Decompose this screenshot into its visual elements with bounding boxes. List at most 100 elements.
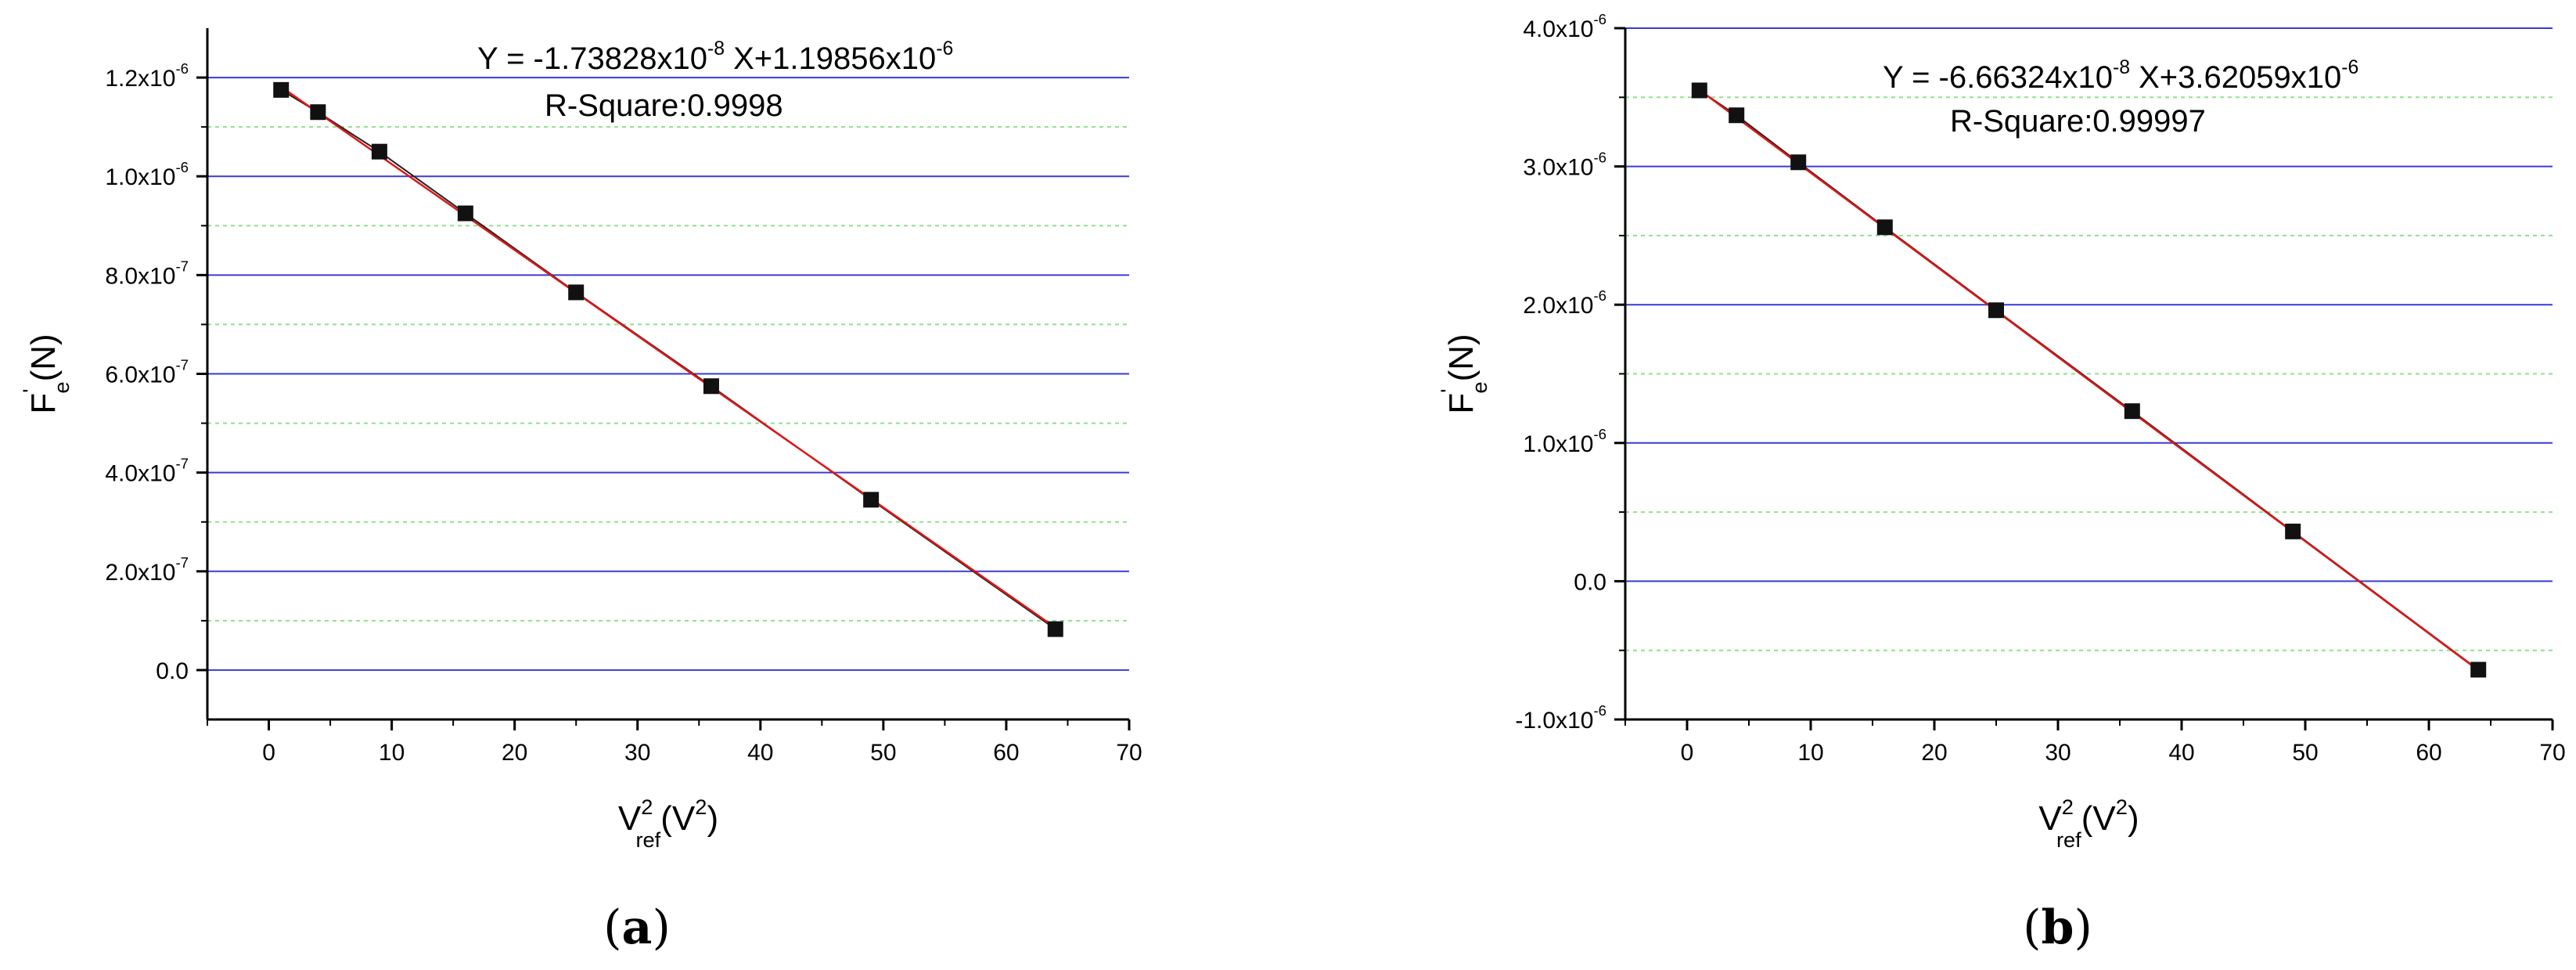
- data-point: [457, 205, 473, 222]
- x-axis-label: V2 ref(V2): [2038, 795, 2139, 852]
- y-axis-label-sup: ': [18, 389, 42, 393]
- y-tick-exponent: -6: [1593, 287, 1606, 304]
- fit-equation-part: Y = -6.66324x10: [1883, 60, 2113, 95]
- x-axis-label-unit-close: ): [707, 799, 718, 838]
- x-axis-label: V2 ref(V2): [618, 795, 718, 852]
- fit-line: [280, 85, 1056, 629]
- fit-equation-part: Y = -1.73828x10: [477, 41, 707, 76]
- panel-label: (b): [2023, 900, 2092, 955]
- y-tick-exponent: -7: [175, 258, 189, 274]
- y-tick-label: 1.0x10-6: [105, 159, 189, 190]
- x-axis-label-sup: 2: [2062, 795, 2074, 819]
- y-tick-exponent: -6: [175, 159, 189, 175]
- panel-label-paren: ): [2074, 900, 2092, 955]
- y-axis-label-base: F: [1442, 393, 1480, 414]
- data-point: [863, 492, 880, 508]
- x-axis-label-unit: (V: [2081, 799, 2117, 838]
- y-tick-label: 2.0x10-7: [105, 554, 189, 586]
- y-tick-label: 3.0x10-6: [1523, 150, 1606, 181]
- y-axis-label: F' e(N): [1436, 334, 1491, 413]
- chart-b: 0 10 20 30 40 50 60 70-1.0x10-60.01.0x10-62.0x1…: [1436, 11, 2566, 955]
- fit-equation-part: X+1.19856x10: [725, 41, 936, 76]
- x-tick-label: 40: [747, 740, 773, 766]
- minor-grid: [207, 126, 1129, 622]
- y-axis-label-base: F: [24, 393, 63, 414]
- fit-equation-exponent: -8: [2113, 57, 2130, 78]
- y-tick-label: -1.0x10-6: [1515, 702, 1606, 734]
- x-ticks: 0 10 20 30 40 50 60 70: [1624, 719, 2566, 766]
- x-tick-label: 70: [2539, 740, 2565, 766]
- x-axis-label-unit-close: ): [2128, 799, 2139, 838]
- y-tick-exponent: -7: [175, 554, 189, 571]
- panel-label-letter: a: [622, 900, 653, 955]
- fit-equation-exponent: -8: [707, 38, 725, 59]
- y-tick-label: 0.0: [1574, 569, 1606, 595]
- data-point: [568, 284, 585, 301]
- fit-equation-exponent: -6: [2341, 57, 2358, 78]
- y-tick-mantissa: 0.0: [156, 658, 189, 684]
- y-tick-mantissa: 4.0x10: [1523, 16, 1593, 42]
- data-point: [2285, 523, 2301, 539]
- y-axis-label-sub: e: [1467, 381, 1491, 393]
- x-axis-label-sub: ref: [635, 828, 660, 852]
- x-axis-label-unit: (V: [660, 799, 696, 838]
- y-axis-label-unit: (N): [1442, 334, 1480, 381]
- y-tick-mantissa: 2.0x10: [105, 560, 175, 586]
- r-square-label: R-Square:0.99997: [1950, 104, 2206, 139]
- y-tick-mantissa: 3.0x10: [1523, 155, 1593, 181]
- panel-label-paren: (: [2023, 900, 2041, 955]
- y-tick-mantissa: 4.0x10: [105, 461, 175, 487]
- y-tick-mantissa: 1.2x10: [105, 66, 175, 92]
- x-axis-label-unit-sup: 2: [695, 795, 707, 819]
- y-tick-label: 4.0x10-7: [105, 456, 189, 487]
- data-point: [2470, 662, 2487, 678]
- x-tick-label: 50: [870, 740, 896, 766]
- y-tick-mantissa: 1.0x10: [1523, 431, 1593, 457]
- y-axis-label-sup: ': [1436, 389, 1460, 393]
- minor-grid: [1625, 96, 2553, 651]
- y-axis-label-sub: e: [49, 381, 74, 393]
- data-point: [273, 81, 290, 98]
- x-tick-label: 50: [2292, 740, 2318, 766]
- major-grid: [207, 77, 1129, 671]
- x-tick-label: 30: [624, 740, 650, 766]
- panel-label: (a): [603, 900, 671, 955]
- data-points: [273, 81, 1063, 637]
- y-tick-label: 1.0x10-6: [1523, 426, 1606, 457]
- y-tick-mantissa: 2.0x10: [1523, 293, 1593, 319]
- data-point: [1876, 219, 1893, 236]
- y-tick-mantissa: 0.0: [1574, 569, 1606, 595]
- x-tick-label: 20: [1921, 740, 1947, 766]
- y-tick-label: 4.0x10-6: [1523, 11, 1606, 42]
- data-point: [2124, 403, 2140, 420]
- fit-equation-exponent: -6: [936, 38, 953, 59]
- y-ticks: 0.02.0x10-74.0x10-76.0x10-78.0x10-71.0x1…: [105, 60, 207, 684]
- r-square-label: R-Square:0.9998: [545, 88, 783, 123]
- data-point: [1988, 302, 2004, 319]
- data-point: [310, 104, 326, 121]
- panel-label-paren: ): [652, 900, 670, 955]
- x-axis-label-base: V: [618, 799, 642, 838]
- y-tick-label: 0.0: [156, 658, 189, 684]
- y-tick-label: 2.0x10-6: [1523, 287, 1606, 319]
- x-tick-label: 10: [379, 740, 405, 766]
- y-axis-label-unit: (N): [24, 334, 63, 381]
- x-ticks: 0 10 20 30 40 50 60 70: [207, 719, 1142, 766]
- x-tick-label: 30: [2045, 740, 2071, 766]
- y-tick-label: 6.0x10-7: [105, 357, 189, 388]
- x-axis-label-base: V: [2038, 799, 2062, 838]
- x-tick-label: 0: [1681, 740, 1694, 766]
- y-tick-exponent: -7: [175, 456, 189, 472]
- x-tick-label: 10: [1797, 740, 1823, 766]
- y-ticks: -1.0x10-60.01.0x10-62.0x10-63.0x10-64.0x…: [1515, 11, 1625, 734]
- x-tick-label: 70: [1116, 740, 1142, 766]
- data-point: [703, 378, 719, 395]
- x-tick-label: 20: [502, 740, 527, 766]
- data-line: [280, 88, 1056, 630]
- data-point: [371, 143, 387, 160]
- x-tick-label: 60: [2416, 740, 2441, 766]
- panel-label-paren: (: [603, 900, 621, 955]
- y-tick-mantissa: -1.0x10: [1515, 708, 1593, 734]
- fit-equation-part: X+3.62059x10: [2130, 60, 2341, 95]
- x-axis-label-sub: ref: [2056, 828, 2081, 852]
